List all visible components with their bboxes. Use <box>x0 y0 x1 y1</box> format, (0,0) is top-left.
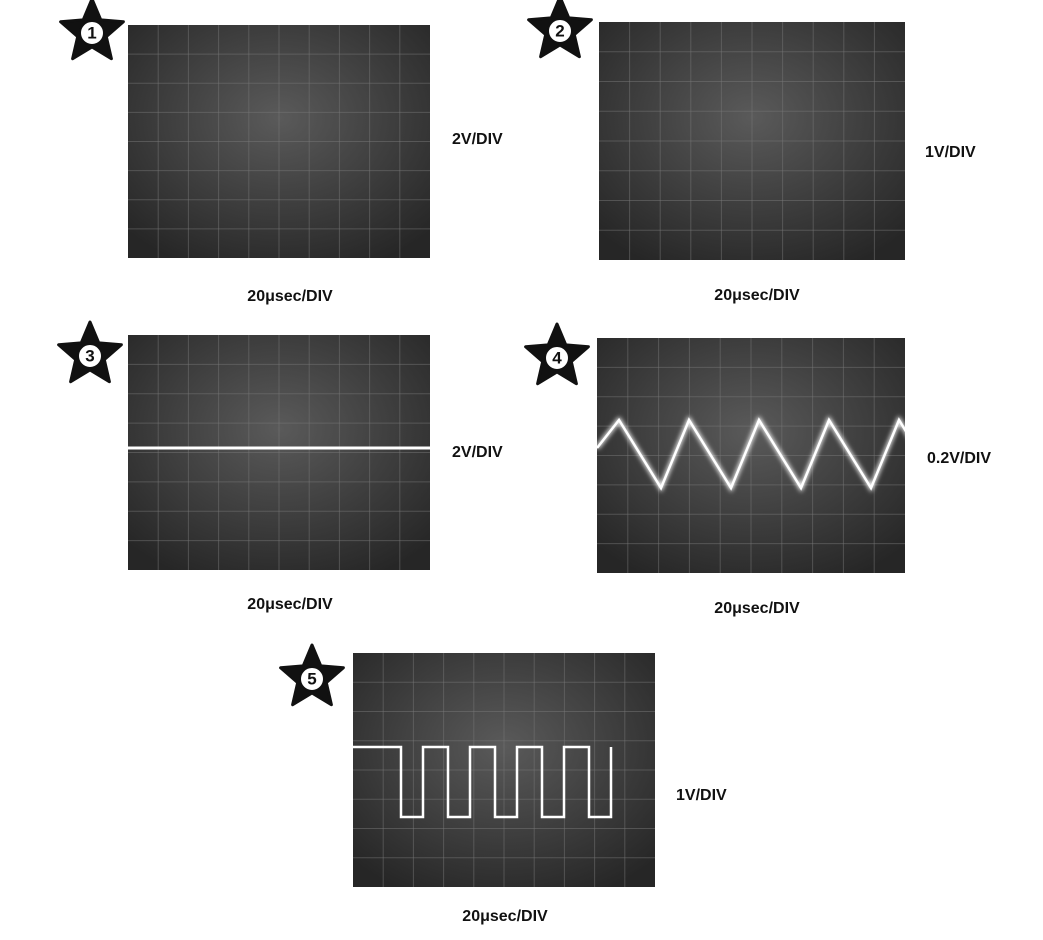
time-label: 20μsec/DIV <box>247 596 333 613</box>
waveform <box>599 95 890 173</box>
volts-label: 2V/DIV <box>452 131 503 148</box>
scope-panel: 4 0.2V/DIV 20μsec/DIV <box>524 322 991 617</box>
panel-number: 1 <box>87 23 96 42</box>
scope-panel: 3 2V/DIV 20μsec/DIV <box>57 320 503 613</box>
panel-number: 3 <box>85 346 94 365</box>
trace <box>597 417 905 491</box>
panel-number: 2 <box>555 21 564 40</box>
waveform <box>128 377 430 456</box>
time-label: 20μsec/DIV <box>714 600 800 617</box>
badge-circle <box>77 343 103 369</box>
trace <box>353 745 613 819</box>
scope-panel: 5 1V/DIV 20μsec/DIV <box>279 643 727 925</box>
badge-circle <box>544 345 570 371</box>
badge-circle <box>547 18 573 44</box>
volts-label: 1V/DIV <box>925 144 976 161</box>
volts-label: 2V/DIV <box>452 444 503 461</box>
waveform <box>597 415 905 493</box>
volts-label: 1V/DIV <box>676 787 727 804</box>
time-label: 20μsec/DIV <box>247 288 333 305</box>
panel-number: 4 <box>552 348 562 367</box>
badge-circle <box>299 666 325 692</box>
time-label: 20μsec/DIV <box>462 908 548 925</box>
scope-panel: 2 1V/DIV 20μsec/DIV <box>527 0 976 304</box>
waveform <box>353 745 613 819</box>
volts-label: 0.2V/DIV <box>927 450 991 467</box>
panel-number: 5 <box>307 669 316 688</box>
scope-panel: 1 2V/DIV 20μsec/DIV <box>59 0 503 305</box>
waveform <box>133 75 430 139</box>
badge-circle <box>79 20 105 46</box>
time-label: 20μsec/DIV <box>714 287 800 304</box>
